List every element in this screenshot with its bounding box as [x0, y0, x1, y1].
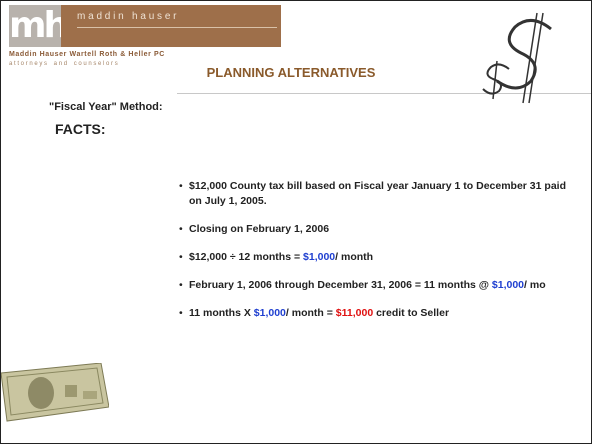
slide-title: PLANNING ALTERNATIVES	[206, 65, 376, 80]
bullet-text: $1,000	[253, 307, 286, 319]
bullet: 11 months X $1,000/ month = $11,000 cred…	[179, 306, 579, 321]
dollar-graphic	[482, 12, 552, 104]
logo-name: m a d d i n h a u s e r	[77, 11, 177, 22]
bullet-list: $12,000 County tax bill based on Fiscal …	[179, 179, 579, 334]
bullet-text: $11,000	[335, 307, 374, 319]
money-image	[1, 363, 109, 422]
bullet-text: 11 months X	[189, 307, 254, 319]
bullet: $12,000 ÷ 12 months = $1,000/ month	[179, 250, 579, 265]
bullet-text: / month =	[285, 307, 336, 319]
bullet: $12,000 County tax bill based on Fiscal …	[179, 179, 579, 209]
logo-bar	[61, 5, 281, 47]
bullet-text: Closing on February 1, 2006	[189, 223, 330, 235]
bullet-text: February 1, 2006 through December 31, 20…	[189, 279, 492, 291]
tagline: a t t o r n e y s a n d c o u n s e l o …	[9, 61, 118, 67]
bullet-text: $12,000 ÷ 12 months =	[189, 251, 304, 263]
logo-line	[77, 27, 277, 28]
bullet-text: / month	[335, 251, 374, 263]
logo-mark: mh	[9, 5, 69, 47]
header-rule	[177, 93, 591, 94]
section-heading: FACTS:	[55, 121, 106, 137]
bullet: February 1, 2006 through December 31, 20…	[179, 278, 579, 293]
bullet-text: $1,000	[491, 279, 525, 291]
subtitle: "Fiscal Year" Method:	[49, 101, 163, 113]
bullet: Closing on February 1, 2006	[179, 222, 579, 237]
bullet-text: / mo	[524, 279, 546, 291]
bullet-text: $12,000 County tax bill based on Fiscal …	[189, 180, 566, 207]
bullet-text: credit to Seller	[373, 307, 450, 319]
firm-name: Maddin Hauser Wartell Roth & Heller PC	[9, 51, 165, 58]
bullet-text: $1,000	[303, 251, 336, 263]
